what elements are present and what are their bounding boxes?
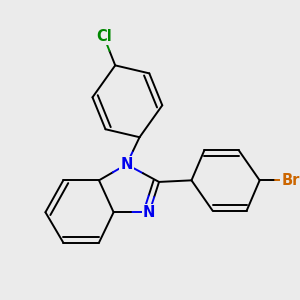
Text: Cl: Cl xyxy=(96,29,112,44)
Text: Br: Br xyxy=(281,173,300,188)
Text: N: N xyxy=(120,157,133,172)
Text: N: N xyxy=(143,205,155,220)
